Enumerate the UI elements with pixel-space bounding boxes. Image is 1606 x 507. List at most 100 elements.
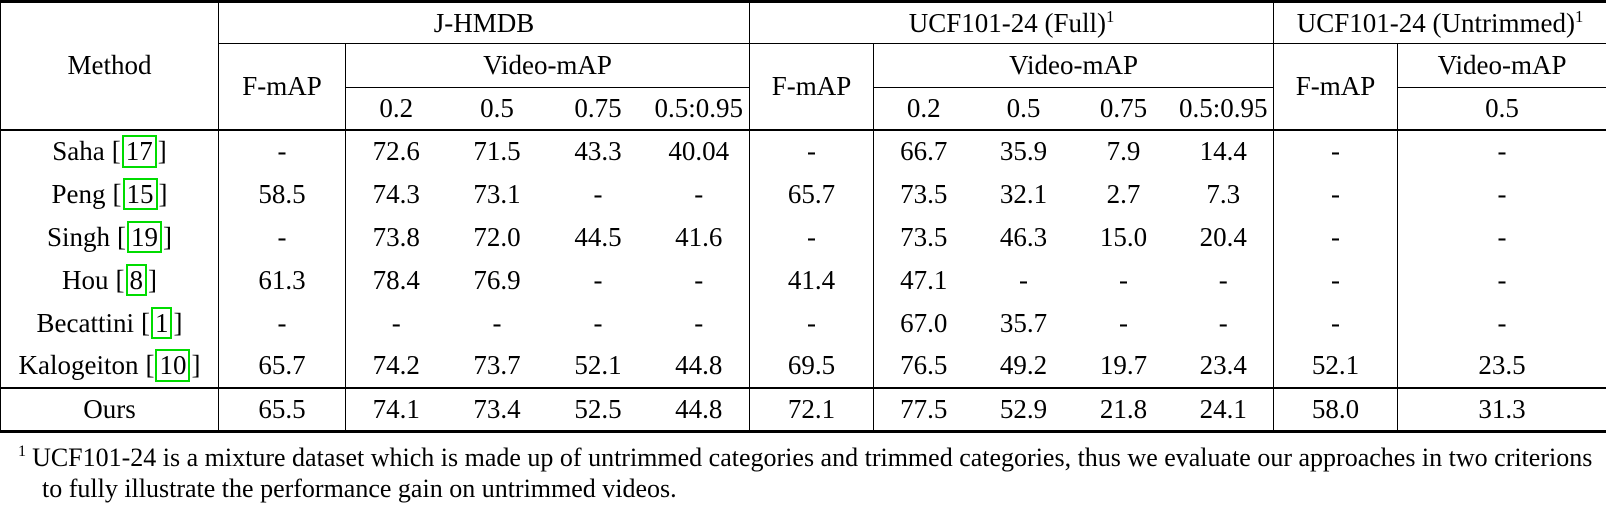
threshold-header: 0.75 — [547, 87, 649, 131]
value-cell: 47.1 — [900, 264, 948, 295]
method-cell: Singh[19] — [0, 215, 219, 259]
value-cell: 65.7 — [218, 344, 346, 389]
citation: [10] — [145, 349, 201, 382]
method-cell: Peng[15] — [0, 172, 219, 216]
citation-link[interactable]: 1 — [150, 306, 173, 340]
value-cell: 61.3 — [218, 258, 346, 302]
value-cell: 65.5 — [218, 387, 346, 432]
value-cell: 52.1 — [1273, 344, 1399, 389]
value-cell: 23.4 — [1173, 344, 1275, 389]
value-cell: 41.4 — [749, 258, 875, 302]
value-cell: 35.7 — [999, 307, 1048, 338]
value-cell: 72.1 — [749, 387, 875, 432]
method-name: Becattini — [36, 307, 134, 338]
value-cell: 52.5 — [574, 393, 622, 424]
threshold-header: 0.75 — [1073, 87, 1174, 131]
method-name: Ours — [83, 393, 136, 424]
value-cell: 73.8 — [372, 221, 420, 252]
value-cell: - — [1273, 258, 1399, 302]
threshold-header: 0.5:0.95 — [1173, 87, 1275, 131]
videomap-header-ucf-full: Video-mAP — [873, 43, 1275, 88]
citation: [19] — [117, 220, 173, 254]
citation: [17] — [111, 135, 167, 168]
threshold-header: 0.5 — [1397, 87, 1606, 131]
value-cell: 71.5 — [473, 136, 521, 166]
value-cell: 66.7 — [900, 136, 948, 166]
value-cell: 52.1 — [547, 344, 649, 389]
header-row-metrics: F-mAP Video-mAP F-mAP Video-mAP F-mAP Vi… — [1, 43, 1606, 131]
citation-link[interactable]: 19 — [127, 220, 163, 254]
value-cell: - — [1273, 301, 1399, 345]
value-cell: - — [1497, 136, 1507, 166]
value-cell: 76.9 — [473, 264, 521, 295]
fmap-header-ucf-full: F-mAP — [749, 43, 875, 131]
method-cell: Kalogeiton[10] — [0, 344, 219, 389]
method-cell: Becattini[1] — [0, 301, 219, 345]
value-cell: 73.5 — [900, 221, 948, 252]
value-cell: 35.9 — [999, 136, 1048, 166]
value-cell: 58.5 — [218, 172, 346, 216]
value-cell: 40.04 — [648, 129, 751, 173]
value-cell: 20.4 — [1173, 215, 1275, 259]
citation-link[interactable]: 8 — [125, 263, 147, 297]
value-cell: - — [593, 264, 603, 295]
footnote-ref: 1 — [1574, 6, 1584, 26]
value-cell: 2.7 — [1106, 178, 1141, 209]
value-cell: 46.3 — [999, 221, 1048, 252]
value-cell: 67.0 — [900, 307, 948, 338]
bracket-open: [ — [145, 350, 155, 381]
value-cell: 19.7 — [1073, 344, 1174, 389]
value-cell: 78.4 — [372, 264, 420, 295]
value-cell: 76.5 — [873, 344, 974, 389]
value-cell: 7.9 — [1106, 136, 1141, 166]
value-cell: - — [1497, 307, 1507, 338]
bracket-close: ] — [163, 221, 173, 252]
value-cell: - — [1273, 215, 1399, 259]
dataset-label: UCF101-24 (Full) — [908, 7, 1106, 38]
value-cell: 49.2 — [973, 344, 1074, 389]
value-cell: 73.4 — [473, 393, 521, 424]
value-cell: - — [1119, 307, 1129, 338]
fmap-header-jhmdb: F-mAP — [218, 43, 346, 131]
header-row-thresholds: 0.2 0.5 0.75 0.5:0.95 0.2 0.5 0.75 0.5:0… — [1, 87, 1606, 131]
bracket-open: [ — [115, 264, 125, 295]
bracket-close: ] — [157, 136, 167, 167]
value-cell: - — [648, 258, 751, 302]
value-cell: 73.1 — [473, 178, 521, 209]
value-cell: - — [218, 129, 346, 173]
value-cell: - — [648, 301, 751, 345]
fmap-header-ucf-untrimmed: F-mAP — [1273, 43, 1399, 131]
citation-link[interactable]: 10 — [155, 349, 191, 382]
method-column-header: Method — [0, 1, 219, 131]
threshold-header: 0.2 — [873, 87, 974, 131]
bracket-close: ] — [191, 350, 201, 381]
bracket-close: ] — [173, 307, 183, 338]
citation-link[interactable]: 17 — [121, 135, 157, 168]
citation: [8] — [115, 263, 157, 297]
method-cell: Saha[17] — [0, 129, 219, 173]
value-cell: - — [1273, 172, 1399, 216]
value-cell: - — [1119, 264, 1129, 295]
value-cell: - — [1173, 258, 1275, 302]
value-cell: 21.8 — [1099, 393, 1148, 424]
threshold-header: 0.2 — [345, 87, 447, 131]
value-cell: 74.3 — [372, 178, 420, 209]
value-cell: - — [1273, 129, 1399, 173]
value-cell: - — [218, 215, 346, 259]
bracket-close: ] — [148, 264, 157, 295]
citation: [15] — [112, 177, 168, 211]
bracket-open: [ — [111, 136, 121, 167]
bracket-open: [ — [112, 178, 122, 209]
table-row-singh: Singh[19] - 73.8 72.0 44.5 41.6 - 73.5 4… — [0, 215, 1606, 259]
citation-link[interactable]: 15 — [122, 177, 158, 211]
table-row-peng: Peng[15] 58.5 74.3 73.1 - - 65.7 73.5 32… — [0, 172, 1606, 216]
videomap-header-jhmdb: Video-mAP — [345, 43, 751, 88]
value-cell: 43.3 — [574, 136, 622, 166]
method-cell: Hou[8] — [0, 258, 219, 302]
value-cell: - — [1497, 178, 1507, 209]
value-cell: - — [1019, 264, 1029, 295]
value-cell: - — [1497, 264, 1507, 295]
method-name: Peng — [51, 178, 106, 209]
footnote: 1 UCF101-24 is a mixture dataset which is… — [0, 433, 1606, 504]
value-cell: - — [593, 307, 603, 338]
